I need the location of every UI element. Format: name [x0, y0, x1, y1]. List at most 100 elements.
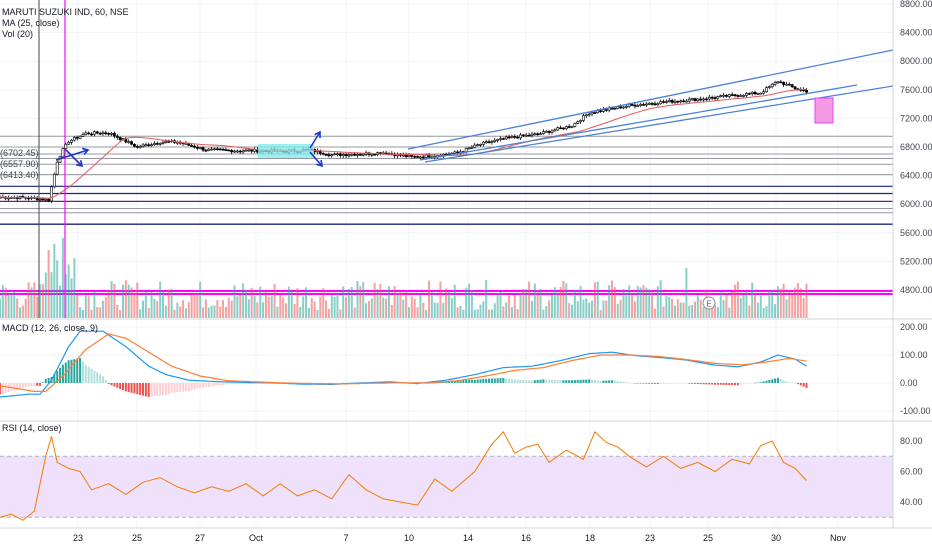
- macd-histogram-bar: [239, 383, 242, 385]
- macd-histogram-bar: [90, 368, 93, 383]
- volume-bar: [505, 302, 508, 318]
- candle-body: [547, 131, 551, 133]
- earnings-event-marker[interactable]: E: [702, 296, 716, 310]
- volume-bar: [73, 258, 76, 318]
- volume-bar: [259, 286, 262, 318]
- candle-body: [210, 148, 214, 151]
- volume-bar: [24, 298, 27, 318]
- volume-bar: [325, 300, 328, 318]
- candle-body: [705, 98, 708, 101]
- macd-histogram-bar: [450, 380, 453, 383]
- candle-body: [576, 121, 580, 124]
- macd-histogram-bar: [473, 379, 476, 383]
- volume-bar: [322, 288, 325, 318]
- macd-histogram-bar: [244, 383, 247, 385]
- candle-body: [221, 148, 225, 151]
- volume-bar: [362, 282, 365, 318]
- volume-bar: [528, 281, 531, 318]
- volume-bar: [1, 285, 4, 318]
- candle-body: [84, 132, 88, 135]
- volume-bar: [204, 299, 207, 318]
- candle-body: [401, 154, 405, 157]
- macd-histogram-bar: [510, 379, 513, 383]
- volume-bar: [631, 293, 634, 318]
- candle-body: [158, 142, 162, 145]
- macd-histogram-bar: [222, 383, 225, 385]
- volume-bar: [530, 300, 533, 318]
- signal-line: [0, 333, 807, 392]
- volume-bar: [525, 289, 528, 318]
- candle-body: [490, 141, 494, 143]
- volume-bar: [519, 293, 522, 318]
- price-axis-label: 7600.00: [900, 85, 932, 95]
- volume-bar: [376, 289, 379, 318]
- macd-histogram-bar: [227, 383, 230, 385]
- candle-body: [530, 133, 534, 136]
- candle-body: [330, 154, 334, 157]
- macd-histogram-bar: [685, 383, 688, 384]
- volume-bar: [510, 307, 513, 318]
- macd-histogram-bar: [207, 383, 210, 387]
- macd-histogram-bar: [682, 383, 685, 384]
- candle-body: [95, 131, 99, 134]
- macd-histogram-bar: [651, 383, 654, 384]
- candle-body: [762, 91, 766, 94]
- macd-histogram-bar: [61, 364, 64, 383]
- volume-bar: [253, 296, 256, 318]
- macd-histogram-bar: [711, 383, 714, 385]
- date-tick-label: 16: [521, 533, 531, 543]
- volume-bar: [244, 289, 247, 318]
- macd-histogram-bar: [73, 359, 76, 383]
- volume-bar: [628, 285, 631, 318]
- volume-bar: [602, 300, 605, 318]
- candle-body: [521, 134, 525, 137]
- volume-bar: [502, 306, 505, 318]
- candle-body: [138, 146, 142, 148]
- volume-bar: [665, 295, 668, 318]
- candle-body: [579, 120, 582, 123]
- arrow-head: [314, 130, 321, 139]
- candle-body: [373, 153, 377, 156]
- candle-body: [127, 141, 131, 143]
- volume-bar: [682, 302, 685, 318]
- target-box: [814, 97, 834, 124]
- volume-bar: [190, 295, 193, 318]
- volume-bar: [725, 294, 728, 318]
- volume-bar: [548, 300, 551, 318]
- candle-body: [753, 91, 757, 95]
- candle-body: [667, 100, 671, 102]
- candle-body: [736, 95, 740, 97]
- candle-body: [759, 92, 763, 95]
- candle-body: [573, 123, 577, 127]
- volume-bar: [350, 287, 353, 318]
- volume-bar: [113, 283, 116, 318]
- volume-bar: [722, 300, 725, 318]
- volume-bar: [179, 306, 182, 318]
- macd-histogram-bar: [528, 380, 531, 383]
- macd-histogram-bar: [665, 383, 668, 384]
- candle-body: [787, 83, 791, 86]
- macd-histogram-bar: [774, 378, 777, 383]
- macd-histogram-bar: [19, 383, 22, 389]
- candle-body: [562, 127, 565, 130]
- volume-bar: [585, 298, 588, 318]
- candle-body: [484, 141, 488, 144]
- price-axis-label: 6800.00: [900, 142, 932, 152]
- volume-bar: [385, 298, 388, 318]
- macd-histogram-bar: [519, 379, 522, 383]
- volume-bar: [382, 297, 385, 318]
- volume-bar: [316, 309, 319, 318]
- candle-body: [52, 173, 56, 188]
- volume-bar: [459, 305, 462, 318]
- volume-bar: [533, 283, 536, 318]
- volume-bar: [791, 292, 794, 318]
- volume-bar: [356, 281, 359, 318]
- volume-bar: [213, 305, 216, 318]
- macd-histogram-bar: [110, 383, 113, 386]
- macd-histogram-bar: [93, 370, 96, 383]
- down-arrow: [309, 151, 323, 167]
- level-label-1: (6702.45): [0, 148, 39, 158]
- macd-histogram-bar: [791, 382, 794, 384]
- volume-bar: [107, 289, 110, 318]
